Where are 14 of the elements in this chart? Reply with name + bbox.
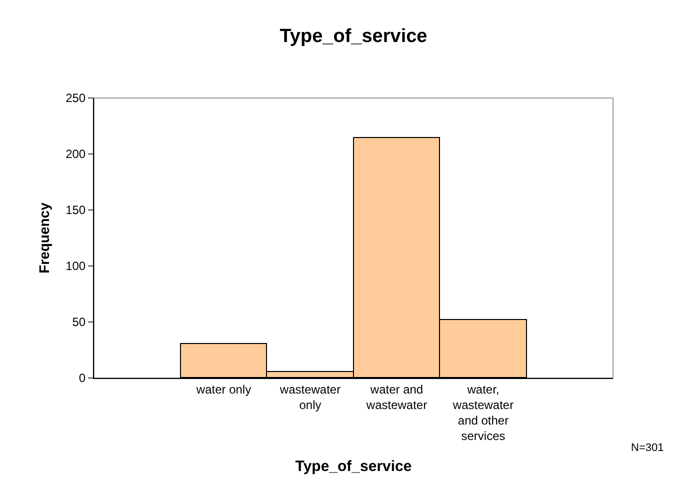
y-tick-label: 100 [66, 259, 86, 274]
y-tick-label: 200 [66, 147, 86, 162]
x-tick-label: water only [195, 382, 252, 396]
chart-title: Type_of_service [280, 26, 428, 47]
y-tick-label: 0 [78, 371, 86, 386]
y-tick-label: 150 [66, 203, 86, 218]
text: N=301 [631, 442, 664, 454]
x-tick-label: water and wastewater [365, 382, 428, 412]
y-axis-title: Frequency [36, 202, 52, 274]
y-tick-label: 250 [66, 91, 86, 106]
x-axis-title: Type_of_service [295, 458, 412, 476]
x-tick-label: wastewater only [278, 382, 341, 412]
y-tick-label: 50 [72, 315, 86, 330]
x-tick-label: water, wastewater and other services [452, 382, 514, 444]
